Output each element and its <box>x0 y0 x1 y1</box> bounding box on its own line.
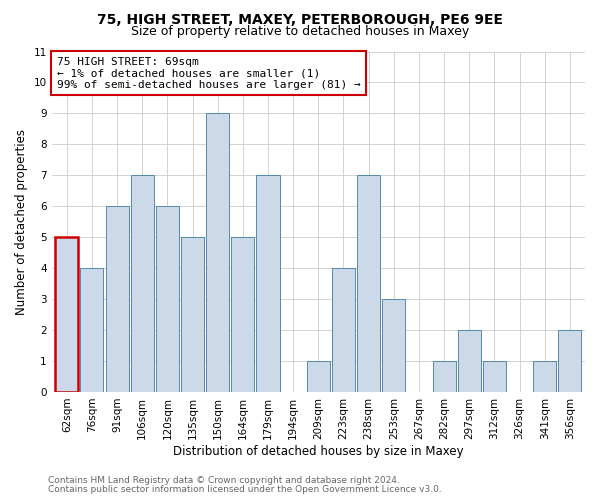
Bar <box>533 361 556 392</box>
Bar <box>332 268 355 392</box>
Bar <box>433 361 455 392</box>
Text: 75 HIGH STREET: 69sqm
← 1% of detached houses are smaller (1)
99% of semi-detach: 75 HIGH STREET: 69sqm ← 1% of detached h… <box>57 56 361 90</box>
Bar <box>357 176 380 392</box>
Bar <box>231 237 254 392</box>
Bar <box>256 176 280 392</box>
Text: Size of property relative to detached houses in Maxey: Size of property relative to detached ho… <box>131 25 469 38</box>
Bar <box>55 237 79 392</box>
Bar <box>131 176 154 392</box>
Text: Contains HM Land Registry data © Crown copyright and database right 2024.: Contains HM Land Registry data © Crown c… <box>48 476 400 485</box>
Bar <box>458 330 481 392</box>
Bar <box>206 114 229 392</box>
Bar <box>106 206 128 392</box>
Y-axis label: Number of detached properties: Number of detached properties <box>15 128 28 314</box>
Bar <box>80 268 103 392</box>
Bar <box>483 361 506 392</box>
Bar <box>382 299 406 392</box>
X-axis label: Distribution of detached houses by size in Maxey: Distribution of detached houses by size … <box>173 444 464 458</box>
Bar <box>156 206 179 392</box>
Text: 75, HIGH STREET, MAXEY, PETERBOROUGH, PE6 9EE: 75, HIGH STREET, MAXEY, PETERBOROUGH, PE… <box>97 12 503 26</box>
Text: Contains public sector information licensed under the Open Government Licence v3: Contains public sector information licen… <box>48 485 442 494</box>
Bar <box>559 330 581 392</box>
Bar <box>307 361 330 392</box>
Bar <box>181 237 204 392</box>
